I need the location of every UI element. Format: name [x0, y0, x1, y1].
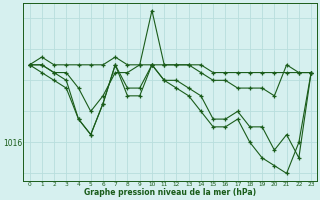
X-axis label: Graphe pression niveau de la mer (hPa): Graphe pression niveau de la mer (hPa) [84, 188, 256, 197]
